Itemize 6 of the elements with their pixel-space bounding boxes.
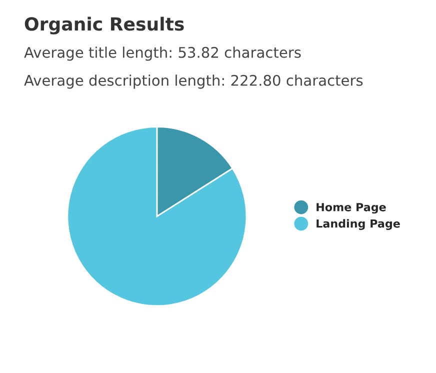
text: Average description length: 222.80 characters [24,74,363,89]
legend-label: Landing Page [316,219,400,230]
legend-label: Home Page [316,203,386,214]
chart-title: Organic Results [24,16,184,34]
text: Average title length: 53.82 characters [24,46,301,61]
pie-slice [66,126,248,307]
